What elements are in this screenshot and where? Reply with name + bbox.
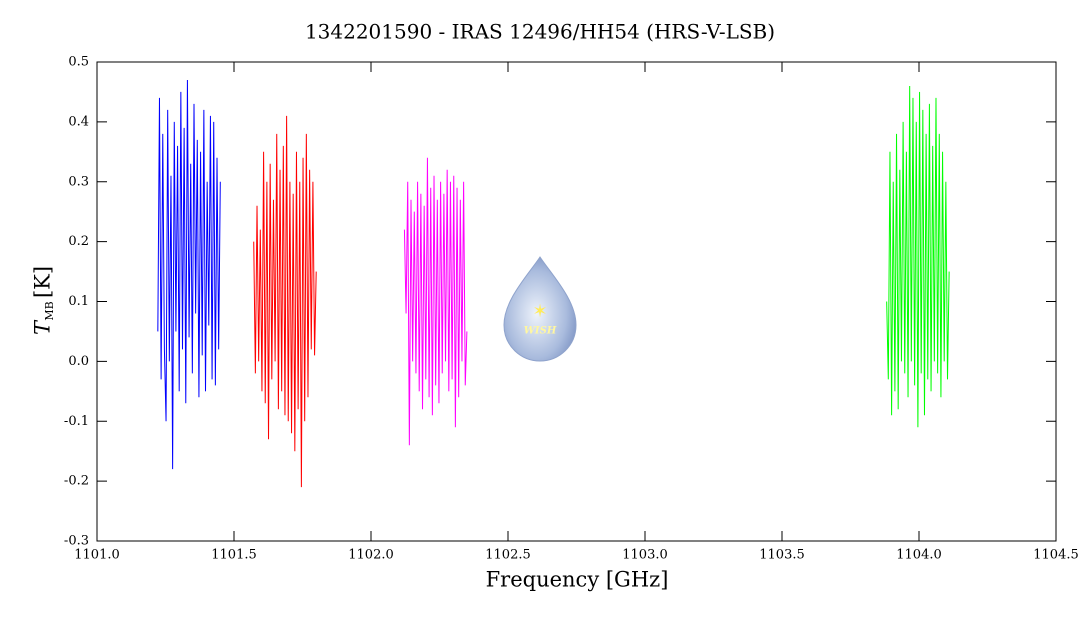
y-axis-label-sub: MB [43, 301, 56, 320]
x-tick-label: 1101.5 [211, 548, 257, 563]
y-axis-label-unit: [K] [31, 266, 55, 298]
x-tick-label: 1103.0 [622, 548, 668, 563]
x-axis-label: Frequency [GHz] [486, 568, 669, 592]
plot-frame [96, 61, 1057, 542]
y-axis-label-group: T MB [K] [31, 266, 57, 335]
x-tick-label: 1103.5 [759, 548, 805, 563]
y-tick-label: 0.5 [68, 55, 89, 70]
logo-star: ✶ [532, 301, 547, 322]
spectrum-line [157, 79, 221, 470]
y-axis-label: T [31, 319, 55, 335]
x-tick-label: 1102.0 [348, 548, 394, 563]
x-tick-label: 1102.5 [485, 548, 531, 563]
spectrum-line [403, 157, 468, 446]
x-tick-label: 1104.5 [1033, 548, 1079, 563]
chart-title: 1342201590 - IRAS 12496/HH54 (HRS-V-LSB) [305, 20, 775, 44]
x-tick-label: 1104.0 [896, 548, 942, 563]
logo-drop [503, 256, 577, 362]
y-tick-label: 0.0 [68, 354, 89, 369]
y-tick-label: -0.1 [64, 414, 89, 429]
y-tick-label: 0.2 [68, 234, 89, 249]
y-tick-label: 0.4 [68, 114, 89, 129]
y-tick-label: 0.3 [68, 174, 89, 189]
y-tick-label: 0.1 [68, 294, 89, 309]
logo-text: WISH [524, 326, 557, 337]
logo: ✶ WISH [503, 256, 577, 362]
y-tick-label: -0.2 [64, 474, 89, 489]
spectrum-line [253, 115, 317, 488]
y-tick-label: -0.3 [64, 534, 89, 549]
x-tick-label: 1101.0 [74, 548, 120, 563]
spectrum-line [886, 85, 950, 428]
